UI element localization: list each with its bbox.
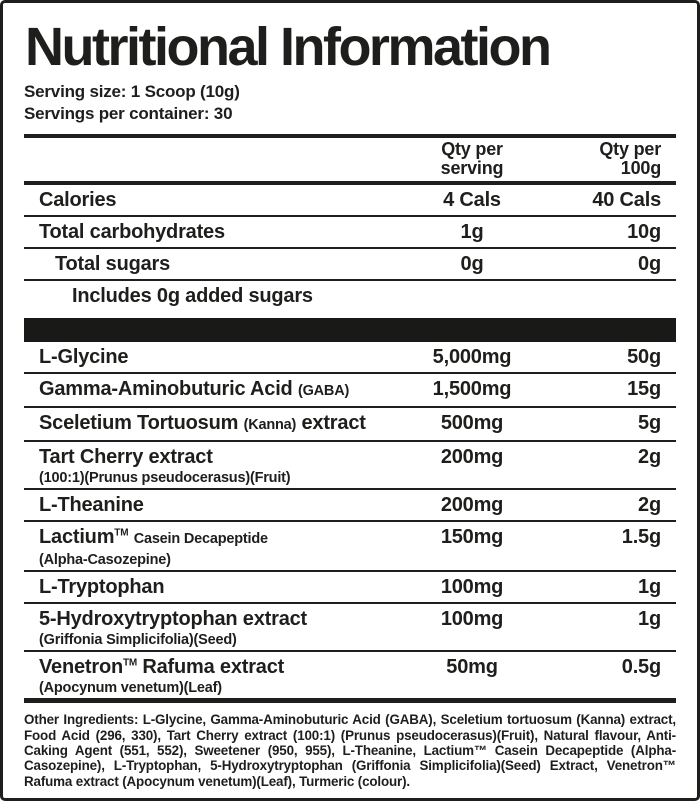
table-row: Total carbohydrates 1g 10g	[24, 217, 676, 250]
row-label-cell: Sceletium Tortuosum (Kanna) extract	[24, 411, 397, 438]
qty-per-serving-value: 150mg	[440, 526, 504, 549]
row-label: L-Tryptophan	[39, 576, 165, 599]
table-row: LactiumTM Casein Decapeptide (Alpha-Casoz…	[24, 522, 676, 573]
row-label: Total sugars	[55, 253, 171, 276]
row-label: Lactium	[39, 526, 115, 549]
table-row: Calories 4 Cals 40 Cals	[24, 185, 676, 218]
qty-per-100g-value: 15g	[627, 378, 661, 401]
row-label-cell: VenetronTM Rafuma extract (Apocynum venet…	[24, 655, 397, 696]
row-subtitle: (Griffonia Simplicifolia)(Seed)	[39, 632, 237, 649]
servings-per-container-text: Servings per container: 30	[24, 104, 233, 124]
row-label-cell: L-Glycine	[24, 345, 397, 370]
page-title: Nutritional Information	[25, 17, 552, 77]
row-label-small: (GABA)	[297, 383, 350, 400]
row-subtitle: (100:1)(Prunus pseudocerasus)(Fruit)	[39, 470, 291, 487]
row-label-after: extract	[301, 412, 366, 435]
row-label-cell: Calories	[24, 188, 397, 213]
row-label: L-Glycine	[39, 346, 129, 369]
row-label-cell: Total carbohydrates	[24, 220, 397, 245]
qty-per-serving-value: 200mg	[440, 494, 504, 517]
row-label: Includes 0g added sugars	[72, 285, 313, 308]
other-ingredients-paragraph: Other Ingredients: L-Glycine, Gamma-Amin…	[24, 712, 676, 789]
qty-per-serving-value: 5,000mg	[432, 346, 512, 369]
table-row: 5-Hydroxytryptophan extract (Griffonia Si…	[24, 604, 676, 653]
row-label-cell: Gamma-Aminobuturic Acid (GABA)	[24, 377, 397, 404]
qty-per-100g-value: 0g	[638, 253, 661, 276]
row-label-cell: Tart Cherry extract (100:1)(Prunus pseudo…	[24, 445, 397, 486]
qty-per-serving-value: 1,500mg	[432, 378, 512, 401]
trademark-symbol: TM	[122, 657, 138, 669]
table-row: Includes 0g added sugars	[24, 281, 676, 311]
row-label: Calories	[39, 189, 117, 212]
row-label-small: Casein Decapeptide	[133, 531, 268, 548]
qty-per-serving-value: 1g	[460, 221, 484, 244]
row-subtitle: (Apocynum venetum)(Leaf)	[39, 680, 222, 697]
row-subtitle: (Alpha-Casozepine)	[39, 552, 171, 569]
row-label-cell: LactiumTM Casein Decapeptide (Alpha-Casoz…	[24, 525, 397, 568]
table-header: Qty per serving Qty per 100g	[24, 134, 676, 186]
ingredient-rows-section: L-Glycine 5,000mg 50g Gamma-Aminobuturic Ac…	[24, 342, 676, 698]
qty-per-serving-value: 500mg	[440, 412, 504, 435]
row-label: Sceletium Tortuosum	[39, 412, 239, 435]
qty-per-serving-value: 0g	[460, 253, 484, 276]
other-ingredients-label: Other Ingredients:	[24, 712, 139, 728]
row-label: Venetron	[39, 656, 123, 679]
qty-per-100g-value: 1.5g	[621, 526, 661, 549]
qty-per-serving-value: 4 Cals	[443, 189, 501, 212]
qty-per-100g-value: 0.5g	[621, 656, 661, 679]
header-qty-per-100g: Qty per 100g	[599, 139, 661, 179]
table-row: L-Glycine 5,000mg 50g	[24, 342, 676, 375]
row-label: Tart Cherry extract	[39, 446, 213, 469]
row-label-small: (Kanna)	[243, 417, 297, 434]
table-row: Gamma-Aminobuturic Acid (GABA) 1,500mg 15g	[24, 374, 676, 409]
macro-rows-section: Calories 4 Cals 40 Cals Total carbohydrates…	[24, 185, 676, 311]
other-ingredients-text: L-Glycine, Gamma-Aminobuturic Acid (GABA…	[24, 712, 676, 789]
qty-per-100g-value: 40 Cals	[592, 189, 661, 212]
row-label-after: Rafuma extract	[142, 656, 285, 679]
header-qty-per-serving: Qty per serving	[440, 139, 504, 179]
section-divider-bar	[24, 318, 676, 343]
table-row: L-Theanine 200mg 2g	[24, 490, 676, 523]
qty-per-100g-value: 10g	[627, 221, 661, 244]
row-label: L-Theanine	[39, 494, 144, 517]
qty-per-serving-value: 100mg	[440, 608, 504, 631]
row-label-cell: L-Theanine	[24, 493, 397, 518]
row-label: Total carbohydrates	[39, 221, 225, 244]
qty-per-100g-value: 2g	[638, 446, 661, 469]
qty-per-100g-value: 50g	[627, 346, 661, 369]
table-row: L-Tryptophan 100mg 1g	[24, 572, 676, 605]
table-row: Sceletium Tortuosum (Kanna) extract 500mg…	[24, 408, 676, 443]
row-label-cell: Total sugars	[24, 252, 397, 277]
row-label: 5-Hydroxytryptophan extract	[39, 608, 307, 631]
qty-per-serving-value: 200mg	[440, 446, 504, 469]
row-label: Gamma-Aminobuturic Acid	[39, 378, 293, 401]
qty-per-serving-value: 100mg	[440, 576, 504, 599]
bottom-thick-rule	[24, 698, 676, 704]
serving-info: Serving size: 1 Scoop (10g) Servings per…	[24, 81, 676, 125]
serving-size-text: Serving size: 1 Scoop (10g)	[24, 82, 240, 102]
qty-per-100g-value: 1g	[638, 576, 661, 599]
trademark-symbol: TM	[114, 527, 129, 539]
table-row: Tart Cherry extract (100:1)(Prunus pseudo…	[24, 442, 676, 491]
table-row: VenetronTM Rafuma extract (Apocynum venet…	[24, 652, 676, 698]
row-label-cell: Includes 0g added sugars	[24, 284, 397, 309]
table-row: Total sugars 0g 0g	[24, 249, 676, 282]
row-label-cell: L-Tryptophan	[24, 575, 397, 600]
qty-per-100g-value: 5g	[638, 412, 661, 435]
qty-per-100g-value: 1g	[638, 608, 661, 631]
row-label-cell: 5-Hydroxytryptophan extract (Griffonia Si…	[24, 607, 397, 648]
qty-per-100g-value: 2g	[638, 494, 661, 517]
qty-per-serving-value: 50mg	[446, 656, 498, 679]
